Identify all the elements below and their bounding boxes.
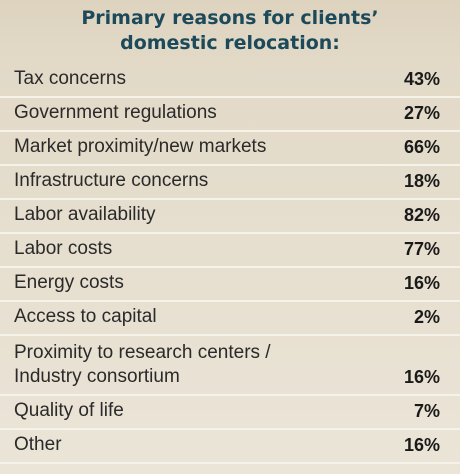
row-label-line: Industry consortium — [14, 366, 180, 387]
row-value: 27% — [403, 103, 440, 123]
row-label-line: Quality of life — [14, 400, 124, 421]
table-row: Other 16% — [0, 430, 460, 464]
row-label: Quality of life — [14, 399, 344, 423]
table-row: Government regulations 27% — [0, 98, 460, 132]
row-label: Proximity to research centers / Industry … — [14, 341, 344, 389]
table-row: Labor costs 77% — [0, 234, 460, 268]
row-value: 16% — [403, 435, 440, 455]
row-value: 77% — [403, 239, 440, 259]
table-row: Energy costs 16% — [0, 268, 460, 302]
row-label: Labor costs — [14, 237, 344, 261]
row-label-line: Government regulations — [14, 102, 217, 123]
row-label: Infrastructure concerns — [14, 169, 344, 193]
row-value: 43% — [403, 69, 440, 89]
row-value: 7% — [413, 401, 440, 421]
row-label-line: Market proximity/new markets — [14, 136, 267, 157]
row-value: 66% — [403, 137, 440, 157]
table-row: Quality of life 7% — [0, 396, 460, 430]
row-value: 16% — [403, 273, 440, 293]
row-value: 82% — [403, 205, 440, 225]
chart-title: Primary reasons for clients’ domestic re… — [0, 6, 460, 56]
table-row: Proximity to research centers / Industry … — [0, 336, 460, 396]
reasons-table: Tax concerns 43% Government regulations 27%… — [0, 64, 460, 464]
row-value: 18% — [403, 171, 440, 191]
table-row: Access to capital 2% — [0, 302, 460, 336]
row-value: 16% — [403, 367, 440, 387]
row-label: Labor availability — [14, 203, 344, 227]
row-label-line: Infrastructure concerns — [14, 170, 209, 191]
row-label: Government regulations — [14, 101, 344, 125]
row-label-line: Tax concerns — [14, 68, 126, 89]
row-label: Tax concerns — [14, 67, 344, 91]
row-label-line: Proximity to research centers / — [14, 342, 271, 363]
table-row: Infrastructure concerns 18% — [0, 166, 460, 200]
chart-title-line-2: domestic relocation: — [120, 32, 340, 54]
row-label-line: Other — [14, 434, 62, 455]
table-row: Tax concerns 43% — [0, 64, 460, 98]
row-label: Other — [14, 433, 344, 457]
row-label-line: Labor availability — [14, 204, 156, 225]
row-label-line: Labor costs — [14, 238, 113, 259]
row-label: Energy costs — [14, 271, 344, 295]
row-label-line: Energy costs — [14, 272, 124, 293]
row-label: Market proximity/new markets — [14, 135, 344, 159]
chart-title-line-1: Primary reasons for clients’ — [81, 7, 379, 29]
table-row: Market proximity/new markets 66% — [0, 132, 460, 166]
table-row: Labor availability 82% — [0, 200, 460, 234]
row-label: Access to capital — [14, 305, 344, 329]
row-value: 2% — [413, 307, 440, 327]
row-label-line: Access to capital — [14, 306, 157, 327]
